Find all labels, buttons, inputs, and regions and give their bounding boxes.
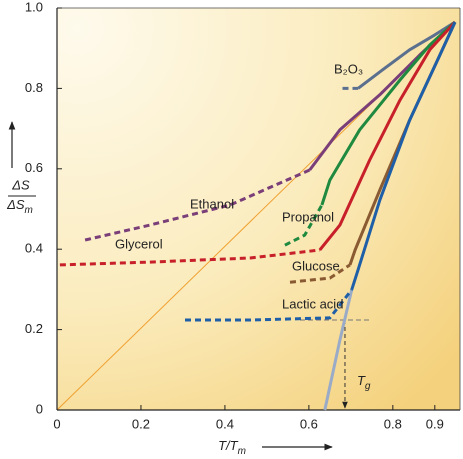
x-tick-label: 0.6 (300, 416, 318, 431)
series-label: Glycerol (115, 236, 163, 251)
series-label: B₂O₃ (334, 61, 363, 76)
series-extrapolated (185, 288, 353, 322)
x-tick-label: 0.4 (216, 416, 234, 431)
tg-label-sub: g (365, 381, 371, 392)
y-tick-label: 1.0 (25, 0, 43, 14)
series-extrapolated (84, 168, 311, 242)
series-label: Glucose (292, 258, 340, 273)
y-label-den-main: ΔS (6, 197, 25, 212)
series-measured (350, 21, 457, 291)
series-extrapolated (59, 248, 320, 267)
series-label: Propanol (282, 209, 334, 224)
x-axis-label: T/Tm (218, 438, 246, 456)
x-tick-label: 0.9 (426, 416, 444, 431)
x-tick-label: 0 (53, 416, 60, 431)
series-measured (318, 21, 457, 251)
y-tick-label: 0.4 (25, 241, 43, 256)
series-measured (357, 20, 456, 90)
x-tick-label: 0.2 (132, 416, 150, 431)
y-tick-label: 0.2 (25, 321, 43, 336)
x-label-sub: m (238, 446, 246, 457)
y-tick-label: 0.8 (25, 80, 43, 95)
y-label-den-sub: m (25, 205, 33, 216)
plot-area (57, 8, 460, 410)
series-measured (320, 20, 457, 206)
y-label-numerator: ΔS (11, 177, 30, 192)
tg-label-main: T (357, 373, 366, 388)
series-extrapolated (289, 263, 351, 284)
x-tick-label: 0.8 (384, 416, 402, 431)
series-label: Lactic acid (282, 296, 343, 311)
y-label-denominator: ΔSm (6, 197, 33, 215)
y-tick-label: 0.6 (25, 160, 43, 175)
y-tick-label: 0 (36, 401, 43, 416)
x-label-main: T/T (218, 438, 239, 453)
series-extrapolated (284, 204, 324, 247)
series-label: Ethanol (190, 196, 234, 211)
tg-label: Tg (357, 373, 371, 391)
series-extension (323, 289, 354, 411)
